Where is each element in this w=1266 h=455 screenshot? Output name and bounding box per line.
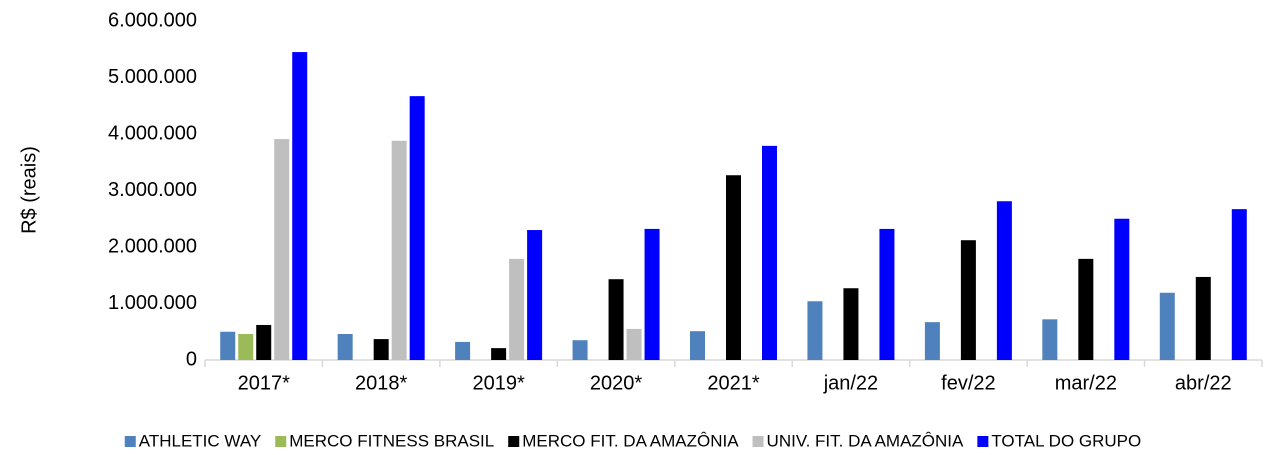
x-tick-label: mar/22 [1055, 372, 1117, 394]
x-tick-label: 2020* [590, 372, 642, 394]
bar [409, 96, 425, 361]
bar [626, 328, 642, 360]
legend-label: ATHLETIC WAY [139, 431, 261, 450]
bar [527, 230, 543, 360]
y-tick-label: 0 [186, 348, 197, 370]
bar [238, 334, 254, 360]
bar [274, 139, 290, 360]
legend-label: TOTAL DO GRUPO [991, 431, 1141, 450]
legend-label: MERCO FITNESS BRASIL [289, 431, 494, 450]
bar [762, 145, 777, 360]
legend-swatch [508, 436, 520, 447]
y-axis-label: R$ (reais) [18, 146, 40, 234]
bar [509, 258, 525, 360]
bar [220, 331, 236, 360]
legend-label: UNIV. FIT. DA AMAZÔNIA [767, 431, 964, 450]
bar [644, 228, 660, 360]
legend-swatch [977, 436, 989, 447]
bar [337, 334, 353, 360]
bar [690, 331, 705, 360]
legend-label: MERCO FIT. DA AMAZÔNIA [522, 431, 739, 450]
bar [572, 340, 588, 360]
bar [1078, 258, 1094, 360]
bar [608, 279, 624, 360]
x-tick-label: 2017* [238, 372, 290, 394]
y-tick-label: 4.000.000 [108, 122, 197, 144]
bar [1114, 218, 1130, 360]
y-tick-label: 5.000.000 [108, 66, 197, 88]
bar [807, 301, 823, 360]
bar [960, 240, 976, 360]
bar [1159, 292, 1175, 360]
y-tick-label: 6.000.000 [108, 9, 197, 31]
bar [292, 52, 308, 360]
x-tick-label: 2019* [472, 372, 524, 394]
bar [1231, 209, 1247, 360]
bar [843, 288, 859, 360]
x-tick-label: 2018* [355, 372, 407, 394]
legend-swatch [124, 436, 136, 447]
bar [391, 140, 407, 360]
bar [373, 339, 389, 360]
y-tick-label: 2.000.000 [108, 235, 197, 257]
bar [879, 228, 895, 360]
bar [924, 322, 940, 360]
bar [256, 324, 272, 360]
x-tick-label: fev/22 [941, 372, 995, 394]
bar [455, 341, 471, 360]
x-tick-label: abr/22 [1175, 372, 1232, 394]
x-tick-label: 2021* [707, 372, 759, 394]
y-tick-label: 3.000.000 [108, 179, 197, 201]
bar [1042, 319, 1058, 360]
legend-swatch [752, 436, 764, 447]
bar [1195, 276, 1211, 360]
legend-swatch [275, 436, 287, 447]
bar [996, 201, 1012, 360]
bar [726, 175, 741, 360]
y-tick-label: 1.000.000 [108, 292, 197, 314]
bar [491, 348, 507, 360]
x-tick-label: jan/22 [823, 372, 879, 394]
